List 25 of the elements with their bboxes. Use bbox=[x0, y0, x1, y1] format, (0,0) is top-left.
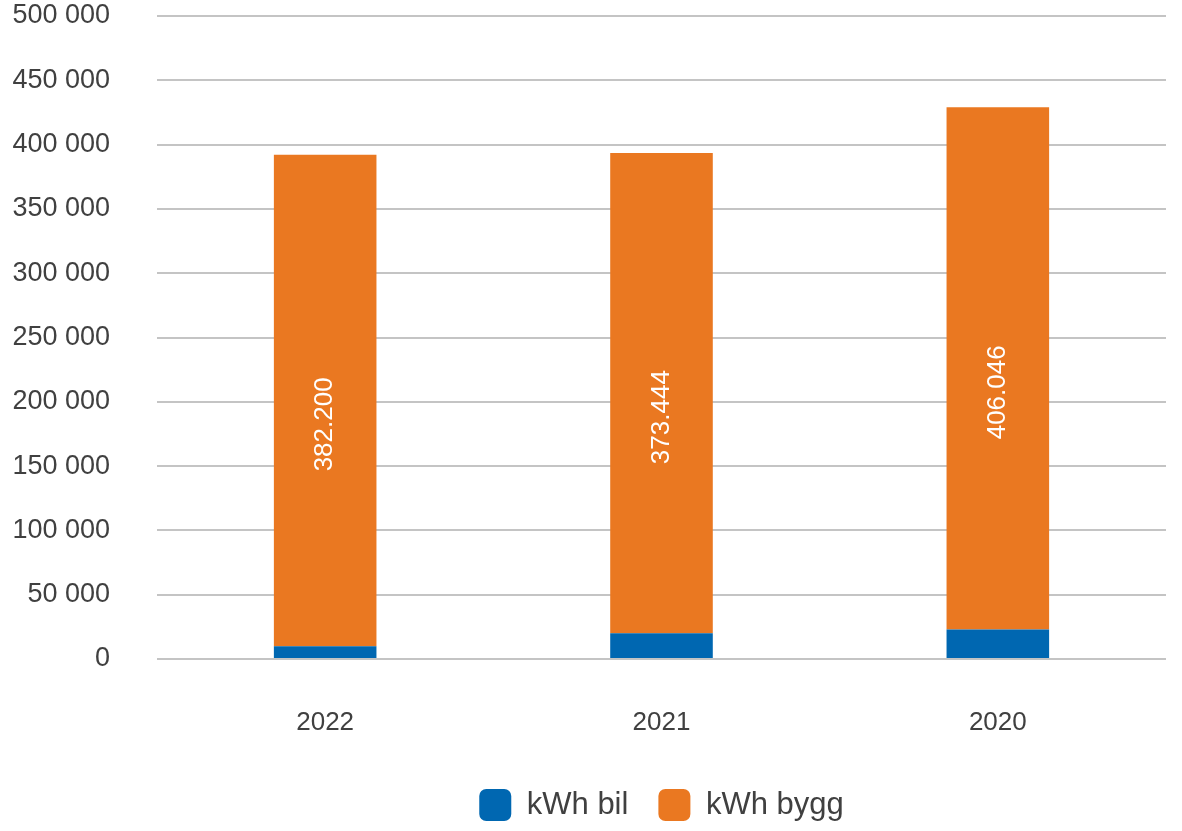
y-tick-label: 300 000 bbox=[12, 256, 110, 287]
y-tick-label: 250 000 bbox=[12, 320, 110, 351]
bar bbox=[610, 153, 713, 634]
legend-label: kWh bil bbox=[526, 785, 629, 821]
y-tick-label: 450 000 bbox=[12, 63, 110, 94]
y-tick-label: 50 000 bbox=[27, 578, 110, 609]
x-tick-label: 2020 bbox=[968, 705, 1027, 736]
x-tick-label: 2022 bbox=[296, 705, 355, 736]
data-label: 382.200 bbox=[308, 377, 339, 472]
y-tick-label: 400 000 bbox=[12, 128, 110, 159]
y-tick-label: 350 000 bbox=[12, 192, 110, 223]
y-tick-label: 150 000 bbox=[12, 449, 110, 480]
data-label: 373.444 bbox=[644, 370, 675, 465]
y-tick-label: 0 bbox=[94, 642, 110, 673]
bar bbox=[273, 646, 377, 658]
bar bbox=[946, 629, 1050, 658]
bar bbox=[273, 154, 377, 647]
x-tick-label: 2021 bbox=[632, 705, 691, 736]
y-tick-label: 200 000 bbox=[12, 385, 110, 416]
y-tick-label: 500 000 bbox=[12, 0, 110, 30]
data-label: 406.046 bbox=[981, 345, 1012, 440]
legend-label: kWh bygg bbox=[705, 785, 844, 821]
bar bbox=[946, 107, 1050, 630]
bar bbox=[610, 633, 713, 658]
y-tick-label: 100 000 bbox=[12, 513, 110, 544]
